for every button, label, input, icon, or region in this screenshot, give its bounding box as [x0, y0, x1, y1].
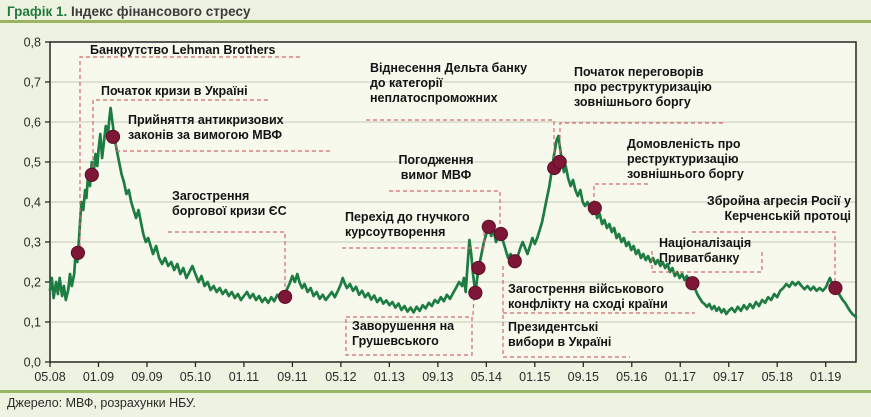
callout-leader-privatbank-nationalization: [651, 251, 763, 273]
event-marker-presidential-elections: [507, 254, 522, 269]
event-marker-ukraine-crisis-start: [84, 167, 99, 182]
callout-leader-ukraine-crisis-start: [92, 99, 268, 170]
callout-leader-kerch-strait-aggression: [692, 231, 836, 282]
y-tick-label: 0,1: [24, 316, 41, 330]
y-tick-label: 0,4: [24, 196, 41, 210]
y-tick-label: 0,6: [24, 116, 41, 130]
x-tick-label: 01.11: [229, 370, 259, 384]
y-tick-label: 0,8: [24, 36, 41, 50]
callout-leader-lehman: [79, 56, 300, 248]
event-marker-flexible-exchange-rate: [481, 219, 496, 234]
plot-frame: [49, 41, 857, 363]
chart-number-label: Графік 1.: [7, 4, 68, 19]
event-marker-restructuring-agreement: [587, 200, 602, 216]
callout-leader-hrushevskoho-riots: [345, 316, 473, 356]
callout-leader-imf-terms-agreed: [389, 190, 501, 229]
x-tick-label: 09.13: [422, 370, 453, 384]
x-tick-label: 01.17: [665, 370, 696, 384]
source-note: Джерело: МВФ, розрахунки НБУ.: [7, 396, 196, 410]
page-title: Графік 1. Індекс фінансового стресу: [7, 4, 250, 19]
callout-leader-presidential-elections: [502, 266, 630, 358]
x-tick-label: 05.14: [471, 370, 502, 384]
event-marker-debt-restructuring-talks: [552, 154, 567, 170]
y-tick-label: 0,2: [24, 276, 41, 290]
title-divider: [0, 20, 871, 23]
callout-leader-eu-debt-crisis: [168, 231, 286, 291]
event-marker-privatbank-nationalization: [685, 276, 700, 291]
x-tick-label: 05.08: [34, 370, 65, 384]
x-tick-label: 09.17: [713, 370, 744, 384]
x-tick-label: 01.19: [810, 370, 841, 384]
event-marker-east-conflict: [471, 260, 486, 276]
y-tick-label: 0,7: [24, 76, 41, 90]
x-tick-label: 01.09: [83, 370, 114, 384]
stress-index-line: [48, 106, 858, 319]
event-marker-eu-debt-crisis: [278, 289, 293, 304]
x-tick-label: 09.15: [568, 370, 599, 384]
x-tick-label: 05.12: [325, 370, 356, 384]
x-tick-label: 01.15: [519, 370, 550, 384]
y-tick-label: 0,5: [24, 156, 41, 170]
callout-leader-debt-restructuring-talks: [559, 122, 723, 155]
footer-divider: [0, 390, 871, 393]
x-tick-label: 05.10: [180, 370, 211, 384]
callout-leader-anticrisis-laws: [115, 141, 330, 152]
y-tick-label: 0,0: [24, 356, 41, 370]
y-tick-label: 0,3: [24, 236, 41, 250]
event-marker-lehman: [70, 245, 86, 260]
event-marker-imf-terms-agreed: [493, 226, 508, 242]
x-tick-label: 09.11: [277, 370, 307, 384]
x-tick-label: 05.16: [616, 370, 647, 384]
event-marker-anticrisis-laws: [105, 129, 121, 144]
event-marker-kerch-strait-aggression: [828, 280, 843, 296]
x-tick-label: 09.09: [131, 370, 162, 384]
x-tick-label: 05.18: [762, 370, 793, 384]
event-marker-hrushevskoho-riots: [468, 285, 483, 300]
x-tick-label: 01.13: [374, 370, 405, 384]
callout-leader-restructuring-agreement: [593, 183, 648, 203]
callout-leader-flexible-exchange-rate: [342, 232, 485, 249]
chart-title-text: Індекс фінансового стресу: [67, 4, 251, 19]
